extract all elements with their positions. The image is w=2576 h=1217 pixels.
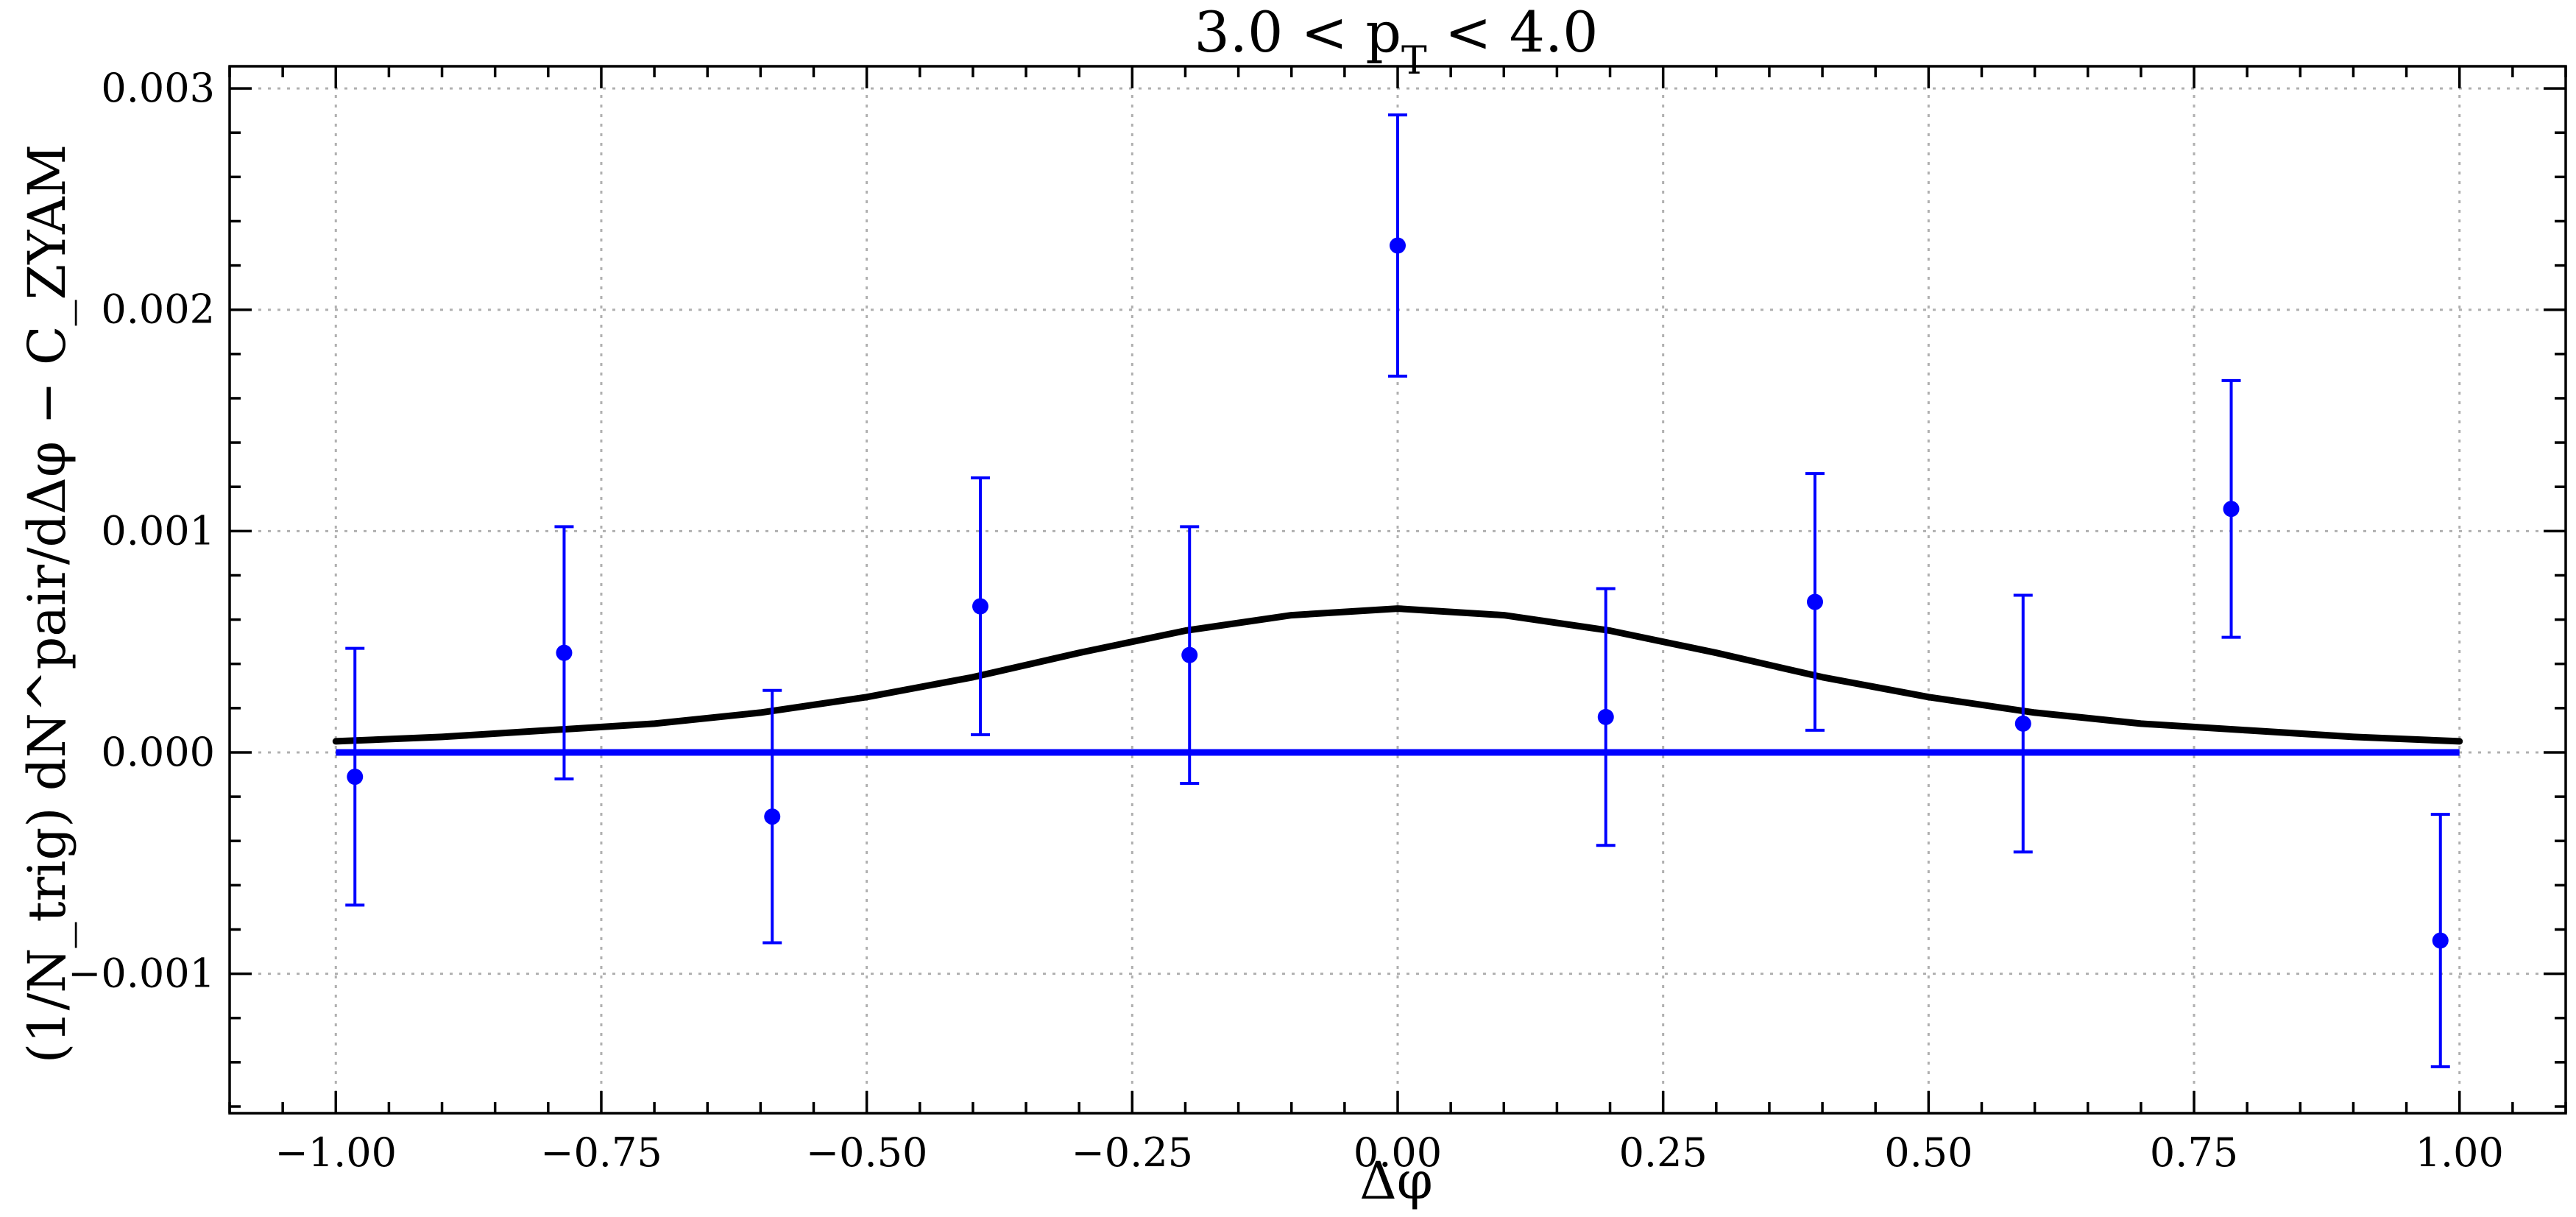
plot-frame [228, 65, 2567, 1115]
chart-title: 3.0 < pT < 4.0 [1194, 0, 1598, 83]
x-tick-label: −0.75 [540, 1129, 662, 1176]
x-tick-label: 1.00 [2416, 1129, 2504, 1176]
data-marker [764, 808, 781, 825]
data-point [1805, 472, 1825, 732]
data-point [2013, 593, 2033, 854]
data-marker [2014, 715, 2031, 732]
y-tick-label: 0.002 [101, 286, 215, 333]
x-tick-label: −0.25 [1072, 1129, 1193, 1176]
data-marker [1806, 593, 1823, 610]
x-tick-label: 0.00 [1354, 1129, 1442, 1176]
data-marker [2432, 932, 2449, 949]
y-axis-label: (1/N_trig) dN^pair/dΔφ − C_ZYAM [17, 144, 77, 1063]
data-marker [1597, 708, 1614, 725]
data-point [345, 646, 365, 907]
y-tick-label: 0.003 [101, 65, 215, 111]
x-tick-label: 0.25 [1619, 1129, 1708, 1176]
x-tick-label: −0.50 [806, 1129, 927, 1176]
fit-curve [332, 605, 2463, 745]
data-point [1596, 587, 1616, 847]
data-marker [347, 769, 364, 786]
x-tick-label: 0.75 [2150, 1129, 2238, 1176]
x-axis-label: Δφ [1359, 1151, 1433, 1211]
y-tick-label: 0.000 [101, 729, 215, 775]
data-marker [1181, 646, 1198, 663]
data-point [1180, 525, 1200, 786]
major-ticks [230, 66, 2566, 1113]
y-tick-label: 0.001 [101, 507, 215, 554]
data-point [2430, 813, 2450, 1068]
data-marker [2223, 501, 2240, 518]
data-point [554, 525, 574, 781]
minor-ticks [228, 66, 2567, 1113]
data-marker [556, 644, 573, 661]
data-marker [1390, 237, 1406, 254]
x-tick-label: 0.50 [1884, 1129, 1972, 1176]
data-marker [972, 598, 989, 615]
x-tick-label: −1.00 [275, 1129, 397, 1176]
data-point [762, 688, 782, 945]
y-tick-label: −0.001 [68, 950, 215, 997]
x-tick-labels: −1.00 −0.75 −0.50 −0.25 0.00 0.25 0.50 0.75 1.00 [275, 1129, 2504, 1176]
data-point [971, 476, 991, 736]
data-point [1388, 113, 1407, 378]
series-layer [332, 113, 2463, 1068]
data-point [2221, 378, 2241, 639]
y-tick-labels: −0.001 0.000 0.001 0.002 0.003 [68, 65, 215, 997]
